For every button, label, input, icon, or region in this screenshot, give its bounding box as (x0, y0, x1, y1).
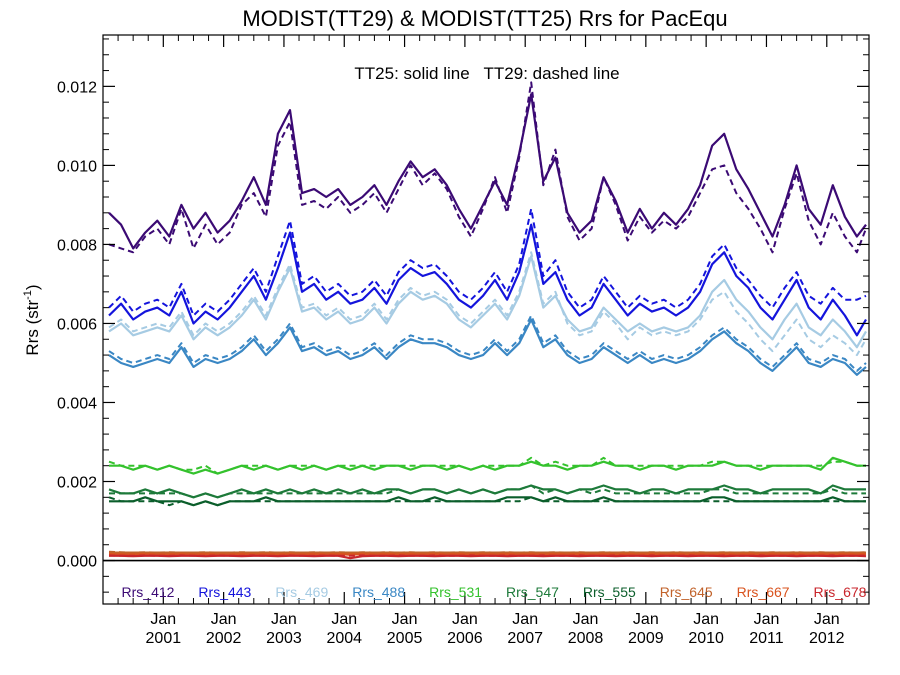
y-tick-label: 0.008 (57, 237, 97, 254)
x-tick-month: Jan (814, 611, 840, 628)
chart-annotation: TT25: solid line TT29: dashed line (354, 64, 619, 83)
series-line-dashed-rrs-488 (108, 314, 867, 372)
y-axis-label-end: ) (23, 284, 42, 290)
x-tick-year: 2007 (507, 630, 543, 647)
x-tick-year: 2010 (688, 630, 724, 647)
x-tick-year: 2004 (326, 630, 362, 647)
x-tick-year: 2006 (447, 630, 483, 647)
x-tick-month: Jan (754, 611, 780, 628)
legend-item-rrs-645: Rrs_645 (660, 584, 713, 600)
y-axis-label-sup: -1 (22, 290, 34, 300)
legend-item-rrs-469: Rrs_469 (275, 584, 328, 600)
y-axis-ticks: 0.000 0.002 0.004 0.006 0.008 0.010 0.012 (57, 38, 869, 593)
x-tick-month: Jan (512, 611, 538, 628)
y-tick-label: 0.000 (57, 554, 97, 571)
series-line-dashed-rrs-469 (108, 251, 867, 357)
legend-item-rrs-667: Rrs_667 (737, 584, 790, 600)
x-tick-year: 2003 (266, 630, 302, 647)
x-tick-year: 2011 (749, 630, 784, 647)
series-line-solid-rrs-469 (108, 255, 867, 349)
legend-item-rrs-488: Rrs_488 (352, 584, 405, 600)
x-tick-month: Jan (452, 611, 478, 628)
series-line-solid-rrs-531 (109, 456, 866, 475)
series-line-solid-rrs-678 (109, 554, 867, 560)
series-line-solid-rrs-412 (108, 93, 867, 250)
x-tick-month: Jan (392, 611, 418, 628)
x-tick-month: Jan (271, 611, 297, 628)
series-line-solid-rrs-443 (108, 223, 867, 337)
x-tick-year: 2012 (809, 630, 845, 647)
x-tick-year: 2002 (206, 630, 242, 647)
x-tick-month: Jan (633, 611, 659, 628)
x-tick-month: Jan (693, 611, 719, 628)
x-tick-month: Jan (150, 611, 176, 628)
legend-item-rrs-555: Rrs_555 (583, 584, 636, 600)
y-tick-label: 0.004 (57, 395, 97, 412)
x-tick-year: 2005 (387, 630, 423, 647)
x-tick-month: Jan (211, 611, 237, 628)
series-line-dashed-rrs-443 (108, 207, 867, 317)
y-axis-label: Rrs (str-1) (22, 284, 42, 355)
chart-title: MODIST(TT29) & MODIST(TT25) Rrs for PacE… (242, 6, 727, 31)
x-tick-year: 2009 (628, 630, 664, 647)
series-line-solid-rrs-488 (108, 318, 867, 376)
legend-item-rrs-678: Rrs_678 (814, 584, 867, 600)
x-tick-year: 2001 (146, 630, 182, 647)
plot-area (103, 81, 869, 562)
x-tick-month: Jan (573, 611, 599, 628)
plot-frame (102, 34, 870, 605)
y-tick-label: 0.010 (57, 158, 97, 175)
series-line-solid-rrs-547 (108, 484, 866, 499)
series-line-solid-rrs-555 (109, 496, 866, 507)
legend-item-rrs-412: Rrs_412 (122, 584, 175, 600)
legend-item-rrs-531: Rrs_531 (429, 584, 482, 600)
x-tick-year: 2008 (568, 630, 604, 647)
y-tick-label: 0.006 (57, 316, 97, 333)
x-tick-month: Jan (331, 611, 357, 628)
y-axis-label-main: Rrs (str (23, 300, 42, 356)
y-tick-label: 0.012 (57, 79, 97, 96)
y-tick-label: 0.002 (57, 475, 97, 492)
legend-item-rrs-547: Rrs_547 (506, 584, 559, 600)
legend: Rrs_412 Rrs_443 Rrs_469 Rrs_488 Rrs_531 Rrs_5… (122, 584, 867, 600)
x-axis-ticks: Jan 2001 Jan 2002 Jan 2003 Jan 2004 Jan 2005 Jan 20… (117, 35, 858, 647)
legend-item-rrs-443: Rrs_443 (198, 584, 251, 600)
